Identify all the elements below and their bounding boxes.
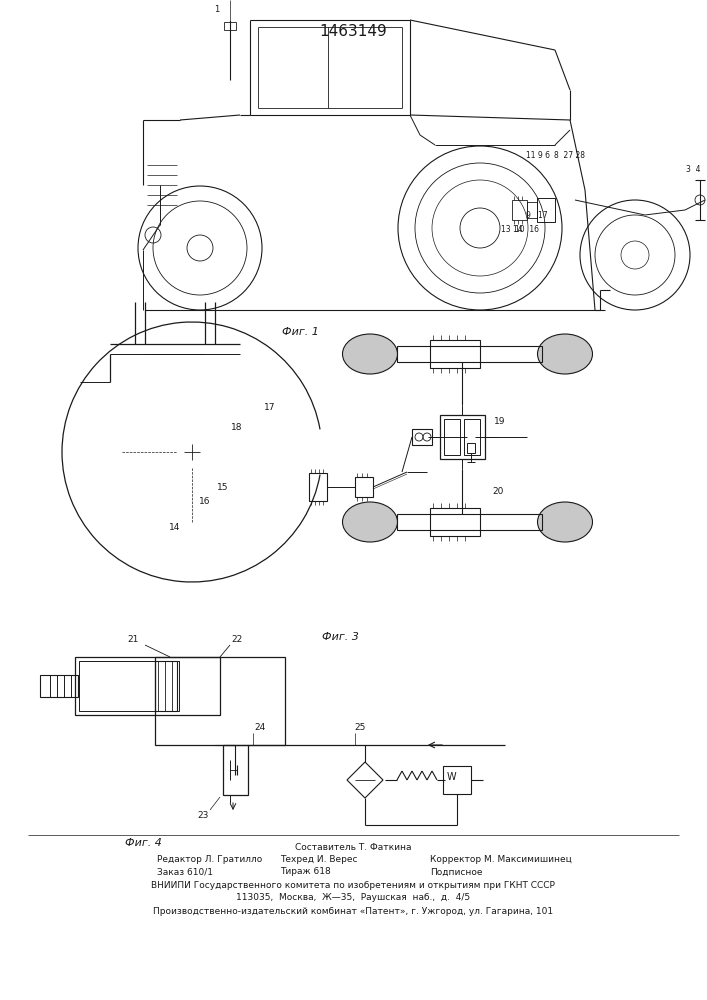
Bar <box>440 415 485 459</box>
Text: 9   17: 9 17 <box>526 211 548 220</box>
Text: 10  16: 10 16 <box>515 226 539 234</box>
Bar <box>224 22 236 30</box>
Bar <box>512 200 527 220</box>
Text: 20: 20 <box>492 488 503 496</box>
Text: 113035,  Москва,  Ж—35,  Раушская  наб.,  д.  4/5: 113035, Москва, Ж—35, Раушская наб., д. … <box>236 894 470 902</box>
Bar <box>467 443 475 453</box>
Text: 1463149: 1463149 <box>319 24 387 39</box>
Text: 24: 24 <box>255 722 266 732</box>
Text: Фиг. 4: Фиг. 4 <box>124 838 161 848</box>
Text: Фиг. 3: Фиг. 3 <box>322 632 358 642</box>
Text: Техред И. Верес: Техред И. Верес <box>280 856 358 864</box>
Text: W: W <box>446 772 456 782</box>
Text: Редактор Л. Гратилло: Редактор Л. Гратилло <box>157 856 262 864</box>
Text: 8  27 28: 8 27 28 <box>554 150 585 159</box>
Bar <box>443 766 471 794</box>
Text: 25: 25 <box>354 722 366 732</box>
Bar <box>79 661 179 711</box>
Bar <box>223 745 248 795</box>
Text: 15: 15 <box>217 483 229 491</box>
Text: 17: 17 <box>264 402 276 412</box>
Bar <box>397 346 542 362</box>
Text: 22: 22 <box>231 636 243 645</box>
Bar <box>537 198 555 222</box>
Text: 3  4: 3 4 <box>686 165 700 174</box>
Ellipse shape <box>342 334 397 374</box>
Ellipse shape <box>342 502 397 542</box>
Text: 1: 1 <box>214 5 220 14</box>
Bar <box>155 657 285 745</box>
Text: 19: 19 <box>494 418 506 426</box>
Bar <box>40 675 78 697</box>
Text: ВНИИПИ Государственного комитета по изобретениям и открытиям при ГКНТ СССР: ВНИИПИ Государственного комитета по изоб… <box>151 880 555 890</box>
Text: Корректор М. Максимишинец: Корректор М. Максимишинец <box>430 856 572 864</box>
Bar <box>430 340 480 368</box>
Bar <box>527 202 537 218</box>
Text: Производственно-издательский комбинат «Патент», г. Ужгород, ул. Гагарина, 101: Производственно-издательский комбинат «П… <box>153 906 553 916</box>
Bar <box>75 657 220 715</box>
Text: 13 14: 13 14 <box>501 226 522 234</box>
Text: 23: 23 <box>197 810 209 820</box>
Text: 14: 14 <box>169 522 181 532</box>
Bar <box>430 508 480 536</box>
Text: Заказ 610/1: Заказ 610/1 <box>157 867 213 876</box>
Ellipse shape <box>537 502 592 542</box>
Text: 11 9 6: 11 9 6 <box>526 150 550 159</box>
Text: Тираж 618: Тираж 618 <box>280 867 331 876</box>
Bar <box>397 514 542 530</box>
Bar <box>464 419 480 455</box>
Bar <box>412 429 432 445</box>
Bar <box>309 473 327 501</box>
Text: Фиг. 1: Фиг. 1 <box>281 327 318 337</box>
Text: 16: 16 <box>199 497 211 506</box>
Text: 18: 18 <box>231 422 243 432</box>
Text: Подписное: Подписное <box>430 867 482 876</box>
Bar <box>444 419 460 455</box>
Ellipse shape <box>537 334 592 374</box>
Bar <box>355 477 373 497</box>
Text: Составитель Т. Фаткина: Составитель Т. Фаткина <box>295 842 411 852</box>
Bar <box>155 661 177 711</box>
Text: 21: 21 <box>127 636 139 645</box>
